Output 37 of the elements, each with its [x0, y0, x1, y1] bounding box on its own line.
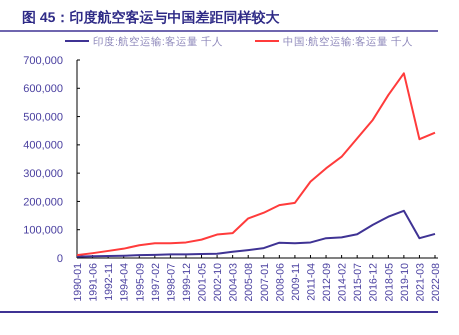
- x-tick-label: 1991-06: [88, 262, 100, 302]
- y-tick-label: 300,000: [23, 168, 63, 180]
- x-tick-label: 1990-01: [72, 262, 84, 302]
- y-tick-label: 500,000: [23, 111, 63, 124]
- x-tick-label: 1997-02: [150, 262, 162, 302]
- line-series: [76, 210, 436, 258]
- x-tick-label: 2009-11: [290, 262, 302, 301]
- x-tick-label: 2005-08: [243, 262, 256, 302]
- y-tick-label: 100,000: [23, 224, 63, 237]
- chart-title: 图 45：印度航空客运与中国差距同样较大: [22, 9, 280, 25]
- x-tick-label: 1992-11: [103, 262, 116, 301]
- y-tick-label: 400,000: [23, 140, 63, 152]
- x-tick-label: 2001-05: [196, 262, 209, 302]
- x-tick-label: 2011-04: [305, 262, 318, 301]
- legend-label: 中国:航空运输:客运量 千人: [283, 35, 413, 48]
- x-tick-label: 1994-04: [118, 262, 131, 302]
- y-tick-label: 0: [56, 252, 63, 265]
- y-tick-label: 700,000: [23, 54, 63, 67]
- legend-label: 印度:航空运输:客运量 千人: [93, 35, 223, 48]
- x-tick-label: 2004-03: [228, 262, 240, 302]
- x-tick-label: 2007-01: [258, 262, 271, 302]
- x-tick-label: 2012-09: [321, 262, 334, 302]
- x-tick-label: 2014-02: [336, 262, 349, 302]
- x-tick-label: 1998-07: [165, 262, 178, 302]
- x-tick-label: 2002-10: [212, 262, 224, 302]
- x-tick-label: 2016-12: [368, 262, 380, 302]
- x-tick-label: 1999-12: [180, 262, 193, 302]
- x-tick-label: 2018-05: [383, 262, 396, 302]
- x-tick-label: 2021-03: [414, 262, 426, 302]
- x-tick-label: 2022-08: [430, 262, 442, 302]
- x-tick-label: 2008-06: [274, 262, 286, 302]
- x-tick-label: 2019-10: [398, 262, 411, 302]
- x-tick-label: 2015-07: [352, 262, 364, 302]
- y-tick-label: 600,000: [23, 83, 63, 96]
- line-series: [76, 72, 436, 256]
- x-tick-label: 1995-09: [134, 262, 146, 302]
- y-tick-label: 200,000: [23, 196, 63, 208]
